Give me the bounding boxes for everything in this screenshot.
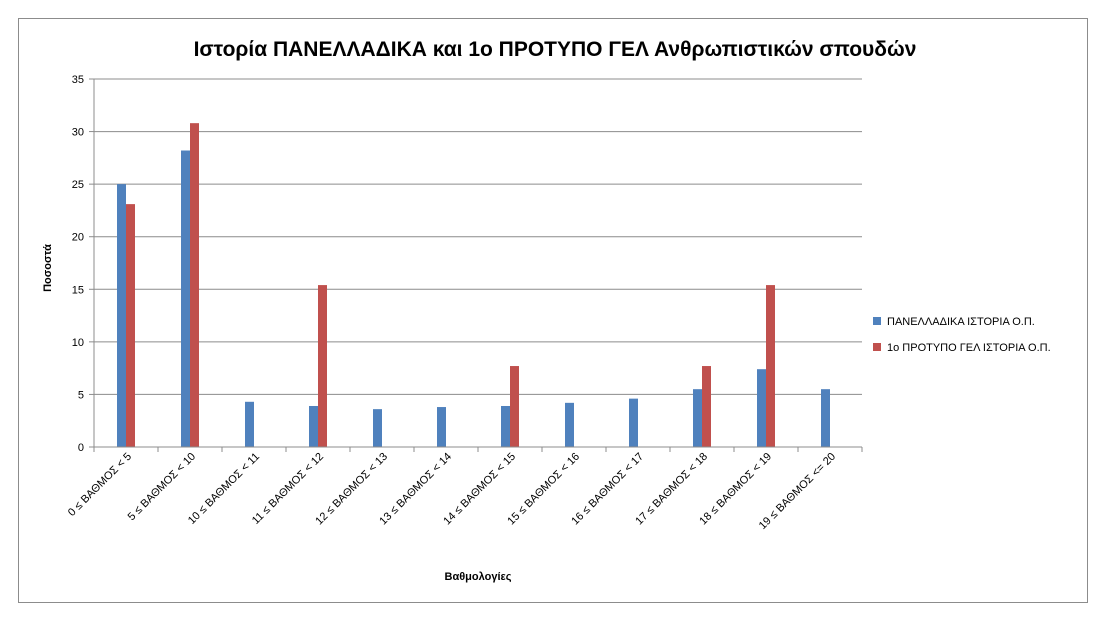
legend-label: ΠΑΝΕΛΛΑΔΙΚΑ ΙΣΤΟΡΙΑ Ο.Π. (887, 316, 1035, 328)
bar-panelladika-3 (309, 405, 318, 447)
x-tick-label: 17 ≤ ΒΑΘΜΟΣ < 18 (633, 451, 710, 528)
y-axis-label: Ποσοστά (42, 244, 54, 292)
x-tick-label: 5 ≤ ΒΑΘΜΟΣ < 10 (126, 451, 199, 524)
bar-protypo-10 (766, 285, 775, 447)
bars (117, 123, 830, 448)
bar-panelladika-10 (757, 369, 766, 447)
bar-panelladika-8 (629, 398, 638, 447)
bar-protypo-9 (702, 366, 711, 447)
y-axis-ticks: 0 5 10 15 20 25 30 35 (72, 74, 95, 454)
bar-panelladika-6 (501, 405, 510, 447)
bar-panelladika-2 (245, 401, 254, 447)
x-tick-label: 16 ≤ ΒΑΘΜΟΣ < 17 (569, 451, 646, 528)
bar-protypo-0 (126, 204, 135, 447)
x-tick-label: 11 ≤ ΒΑΘΜΟΣ < 12 (250, 451, 326, 527)
bar-protypo-3 (318, 285, 327, 447)
chart-title: Ιστορία ΠΑΝΕΛΛΑΔΙΚΑ και 1ο ΠΡΟΤΥΠΟ ΓΕΛ Α… (194, 38, 917, 61)
bar-panelladika-5 (437, 407, 446, 447)
bar-panelladika-9 (693, 389, 702, 447)
x-tick-label: 12 ≤ ΒΑΘΜΟΣ < 13 (313, 451, 390, 528)
y-tick-label: 25 (72, 179, 84, 191)
y-tick-label: 0 (78, 442, 84, 454)
bar-panelladika-1 (181, 150, 190, 448)
x-tick-label: 10 ≤ ΒΑΘΜΟΣ < 11 (186, 451, 262, 527)
bar-panelladika-4 (373, 409, 382, 447)
x-axis (93, 446, 863, 452)
bar-protypo-6 (510, 366, 519, 447)
legend: ΠΑΝΕΛΛΑΔΙΚΑ ΙΣΤΟΡΙΑ Ο.Π. 1ο ΠΡΟΤΥΠΟ ΓΕΛ Ι… (873, 316, 1051, 354)
x-tick-label: 0 ≤ ΒΑΘΜΟΣ < 5 (66, 451, 134, 519)
legend-swatch (873, 343, 881, 351)
x-tick-label: 18 ≤ ΒΑΘΜΟΣ < 19 (697, 451, 774, 528)
bar-panelladika-11 (821, 389, 830, 447)
x-axis-label: Βαθμολογίες (445, 571, 512, 583)
legend-label: 1ο ΠΡΟΤΥΠΟ ΓΕΛ ΙΣΤΟΡΙΑ Ο.Π. (887, 342, 1051, 354)
x-tick-label: 13 ≤ ΒΑΘΜΟΣ < 14 (377, 451, 454, 528)
bar-panelladika-0 (117, 184, 126, 447)
bar-panelladika-7 (565, 402, 574, 447)
y-tick-label: 35 (72, 74, 84, 86)
x-tick-label: 15 ≤ ΒΑΘΜΟΣ < 16 (505, 451, 582, 528)
y-tick-label: 15 (72, 284, 84, 296)
y-tick-label: 20 (72, 232, 84, 244)
x-tick-label: 14 ≤ ΒΑΘΜΟΣ < 15 (441, 451, 518, 528)
legend-swatch (873, 317, 881, 325)
y-tick-label: 5 (78, 389, 84, 401)
bar-protypo-1 (190, 123, 199, 447)
y-tick-label: 10 (72, 337, 84, 349)
y-tick-label: 30 (72, 127, 84, 139)
gridlines (94, 78, 862, 395)
